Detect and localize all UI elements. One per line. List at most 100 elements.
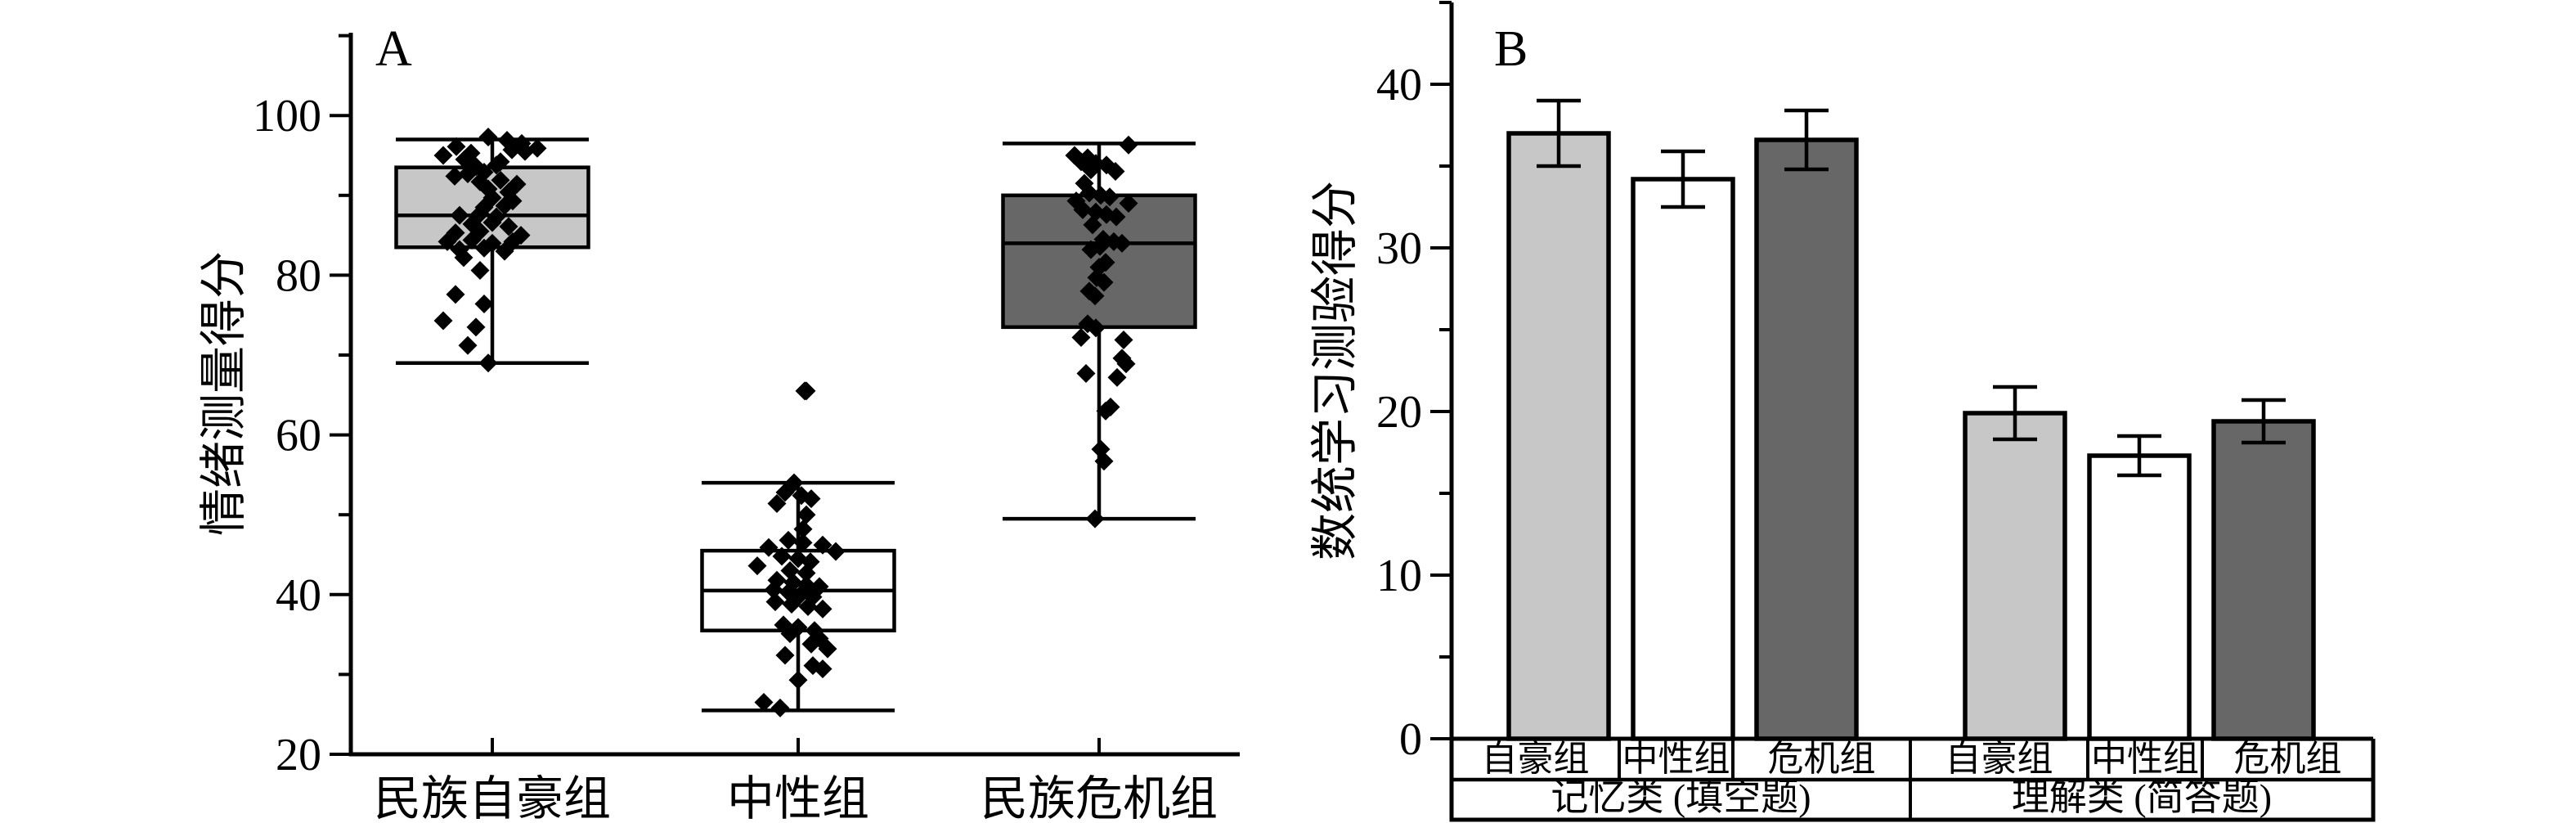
scatter-point (1076, 363, 1096, 383)
scatter-point (1119, 135, 1138, 155)
bar (1631, 177, 1735, 741)
table-cell-label: 危机组 (2234, 739, 2342, 779)
y-tick-label: 30 (1376, 223, 1422, 274)
scatter-point (1100, 187, 1120, 207)
y-tick-label: 40 (276, 570, 321, 621)
bar (2087, 453, 2192, 741)
scatter-point (1094, 452, 1114, 471)
scatter-point (764, 580, 783, 600)
scatter-point (502, 140, 522, 160)
scatter-point (813, 599, 832, 618)
scatter-point (1114, 330, 1133, 349)
table-cell-label: 中性组 (2091, 739, 2199, 779)
scatter-point (1085, 286, 1105, 306)
scatter-point (813, 535, 832, 555)
scatter-point (470, 261, 490, 281)
box-group-3: 民族危机组 (981, 135, 1218, 823)
scatter-point (458, 164, 478, 183)
scatter-point (466, 317, 486, 337)
bar-中性组-1 (1631, 149, 1735, 741)
y-axis-title: 数统学习测验得分 (1308, 181, 1362, 560)
y-tick-label: 0 (1399, 714, 1422, 765)
scatter-point (754, 693, 774, 713)
scatter-point (775, 483, 795, 502)
bar-自豪组-2 (1963, 385, 2067, 741)
scatter-point (1107, 367, 1127, 387)
scatter-point (450, 205, 469, 225)
y-tick-label: 80 (276, 250, 321, 301)
scatter-point (447, 137, 466, 156)
scatter-point (482, 213, 502, 232)
scatter-point (826, 542, 846, 561)
scatter-points (1065, 135, 1138, 528)
scatter-point (1096, 401, 1115, 420)
scatter-point (433, 146, 453, 165)
scatter-point (795, 381, 815, 401)
scatter-point (1116, 354, 1136, 374)
y-tick-label: 20 (1376, 387, 1422, 438)
panel-letter: B (1494, 21, 1528, 77)
x-category-label: 民族危机组 (981, 772, 1218, 823)
scatter-point (1081, 240, 1101, 259)
scatter-point (801, 489, 821, 509)
scatter-point (433, 311, 453, 331)
scatter-point (1071, 328, 1091, 348)
scatter-point (438, 232, 457, 251)
scatter-point (793, 533, 813, 552)
bar-危机组-2 (2211, 398, 2316, 741)
y-tick-label: 40 (1376, 60, 1422, 110)
y-tick-label: 10 (1376, 551, 1422, 601)
y-tick-label: 60 (276, 411, 321, 461)
scatter-point (793, 519, 813, 539)
panel-letter: A (375, 21, 412, 77)
scatter-point (495, 196, 514, 215)
scatter-point (797, 563, 816, 582)
scatter-point (1112, 233, 1132, 253)
box-group-1: 民族自豪组 (374, 128, 611, 823)
scatter-point (474, 238, 494, 258)
scatter-point (1119, 194, 1138, 214)
y-tick-label: 100 (253, 91, 321, 142)
panel-a-boxplot: 20 40 60 80 100 情绪测量得分 A 民族自豪组 中性组 民族危机组 (197, 21, 1240, 823)
scatter-point (1086, 318, 1106, 338)
scatter-point (818, 639, 837, 659)
scatter-point (765, 592, 785, 612)
scatter-point (1083, 215, 1102, 235)
box-group-2: 中性组 (700, 381, 896, 823)
scatter-point (772, 546, 792, 566)
scatter-point (1094, 272, 1114, 292)
bar (1506, 131, 1611, 741)
scatter-point (767, 494, 787, 514)
bar-中性组-2 (2087, 434, 2192, 741)
scatter-point (458, 335, 478, 355)
scatter-point (446, 285, 465, 304)
scatter-point (780, 624, 800, 644)
scatter-point (797, 505, 816, 524)
scatter-point (462, 230, 482, 250)
scatter-point (478, 353, 498, 373)
scatter-point (759, 537, 779, 557)
table-cell-label: 自豪组 (1482, 739, 1590, 779)
bar (2211, 419, 2316, 741)
table-cell-label: 自豪组 (1945, 739, 2053, 779)
scatter-point (454, 248, 473, 268)
x-category-label: 中性组 (727, 772, 869, 823)
scatter-point (474, 295, 494, 314)
bar-自豪组-1 (1506, 98, 1611, 741)
scatter-point (487, 155, 506, 175)
scatter-point (445, 166, 464, 186)
scatter-point (747, 556, 767, 576)
scatter-point (1081, 160, 1101, 180)
scatter-point (491, 170, 510, 190)
scatter-point (478, 128, 498, 147)
scatter-point (1106, 162, 1125, 182)
scatter-point (1073, 200, 1093, 219)
table-cell-label: 中性组 (1622, 739, 1730, 779)
scatter-point (515, 142, 535, 161)
table-cell-label: 危机组 (1768, 739, 1876, 779)
y-axis-title: 情绪测量得分 (197, 251, 250, 536)
